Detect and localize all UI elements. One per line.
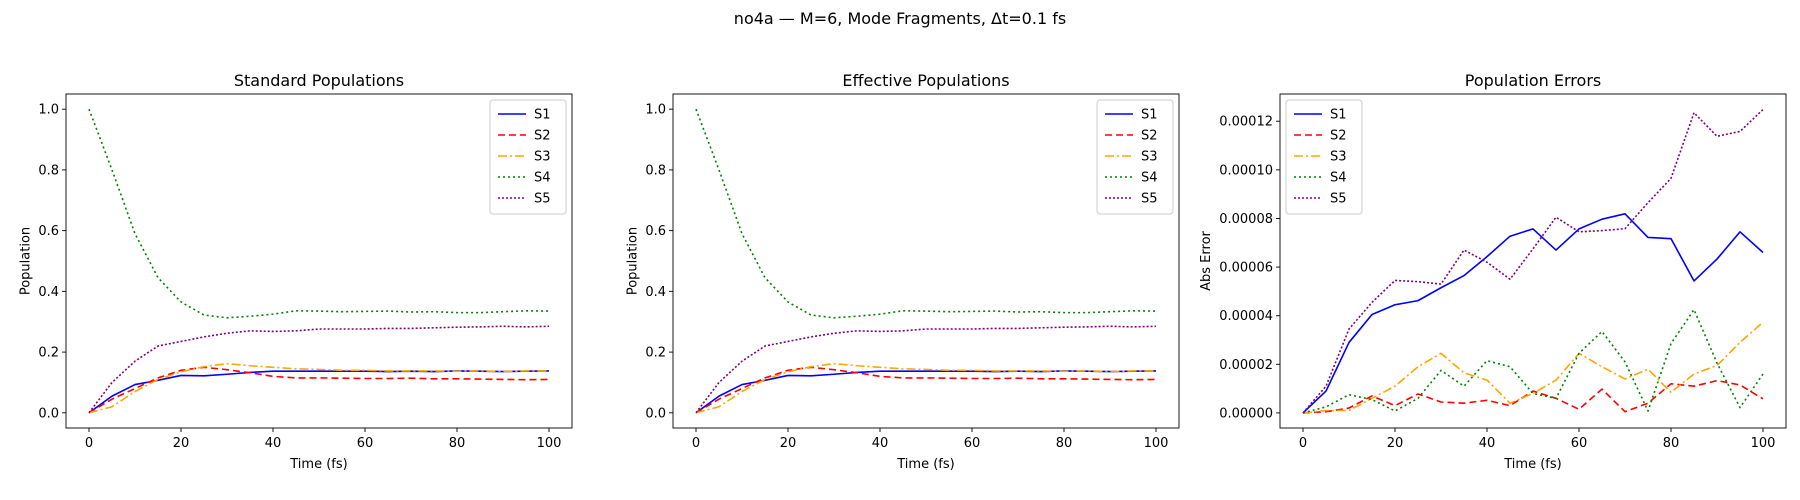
series-line-s1 [1302,213,1764,414]
legend-box [489,99,567,215]
y-tick-label: 0.00012 [1219,115,1273,130]
legend-label: S5 [1330,192,1347,207]
x-tick-label: 100 [1751,436,1776,451]
legend-label: S4 [1141,171,1158,186]
y-tick-label: 0.00000 [1219,406,1273,421]
x-axis-label: Time (fs) [896,457,954,472]
x-tick-label: 40 [265,436,282,451]
series-line-s5 [88,325,550,414]
legend-label: S1 [534,108,551,123]
x-tick-label: 60 [1571,436,1588,451]
legend-label: S1 [1330,108,1347,123]
x-tick-label: 100 [537,436,562,451]
y-axis-label: Abs Error [1199,230,1214,290]
y-tick-label: 1.0 [38,103,59,118]
series-line-s3 [1302,321,1764,414]
x-tick-label: 20 [1387,436,1404,451]
x-tick-label: 60 [357,436,374,451]
legend-box [1285,99,1363,215]
y-axis-label: Population [625,227,640,295]
y-tick-label: 0.0 [38,406,59,421]
legend-label: S1 [1141,108,1158,123]
legend-box [1096,99,1174,215]
charts-container: Standard Populations 0 20 40 60 80 100 0.0 0.2 0.… [18,71,1787,472]
chart-panel-2: Effective Populations 0 20 40 60 80 100 0.0 0.2 0… [625,71,1180,472]
series-line-s4 [1302,308,1764,414]
y-axis-label: Population [18,227,33,295]
y-tick-label: 0.00006 [1219,261,1273,276]
series-line-s2 [1302,379,1764,414]
x-tick-label: 40 [1479,436,1496,451]
y-tick-label: 0.2 [645,346,666,361]
x-tick-label: 0 [85,436,93,451]
legend-label: S4 [534,171,551,186]
x-tick-label: 40 [872,436,889,451]
legend-label: S2 [534,129,551,144]
legend-label: S3 [534,150,551,165]
y-tick-label: 0.6 [645,224,666,239]
chart-title: Standard Populations [234,71,404,90]
series-line-s2 [695,366,1157,414]
x-tick-label: 20 [780,436,797,451]
legend-label: S5 [1141,192,1158,207]
series-line-s3 [695,362,1156,414]
x-axis-label: Time (fs) [1503,457,1561,472]
legend-label: S3 [1141,150,1158,165]
plot-area [1302,108,1764,414]
axes-frame [672,93,1180,429]
legend-label: S2 [1141,129,1158,144]
y-tick-label: 0.00008 [1219,212,1273,227]
y-tick-label: 0.2 [38,346,59,361]
legend-label: S2 [1330,129,1347,144]
series-line-s4 [88,108,550,319]
chart-panel-1: Standard Populations 0 20 40 60 80 100 0.0 0.2 0.… [18,71,573,472]
x-tick-label: 100 [1144,436,1169,451]
y-tick-label: 0.00002 [1219,358,1273,373]
chart-title: Population Errors [1465,71,1601,90]
y-tick-label: 0.6 [38,224,59,239]
chart-panel-3: Population Errors 0 20 40 60 80 100 0.00000 0.00… [1199,71,1787,472]
legend-label: S3 [1330,150,1347,165]
y-tick-label: 0.8 [38,163,59,178]
legend-label: S5 [534,192,551,207]
legend: S1 S2 S3 S4 S5 [489,99,567,215]
x-tick-label: 80 [1056,436,1073,451]
x-tick-label: 80 [449,436,466,451]
x-tick-label: 60 [964,436,981,451]
plot-area [695,108,1157,414]
series-line-s3 [88,362,549,414]
y-tick-label: 0.0 [645,406,666,421]
legend: S1 S2 S3 S4 S5 [1096,99,1174,215]
plot-area [88,108,550,414]
y-tick-label: 1.0 [645,103,666,118]
y-tick-label: 0.00004 [1219,309,1273,324]
x-tick-label: 20 [173,436,190,451]
x-axis-label: Time (fs) [289,457,347,472]
x-tick-label: 80 [1663,436,1680,451]
y-tick-label: 0.4 [38,285,59,300]
series-line-s4 [695,108,1157,319]
y-tick-label: 0.00010 [1219,163,1273,178]
x-tick-label: 0 [692,436,700,451]
y-tick-label: 0.8 [645,163,666,178]
series-line-s2 [88,366,550,414]
x-tick-label: 0 [1299,436,1307,451]
series-line-s5 [695,325,1157,414]
y-tick-label: 0.4 [645,285,666,300]
series-line-s5 [1302,108,1764,414]
chart-title: Effective Populations [842,71,1009,90]
legend-label: S4 [1330,171,1347,186]
axes-frame [1279,93,1787,429]
axes-frame [65,93,573,429]
legend: S1 S2 S3 S4 S5 [1285,99,1363,215]
figure-title: no4a — M=6, Mode Fragments, Δt=0.1 fs [734,9,1066,28]
